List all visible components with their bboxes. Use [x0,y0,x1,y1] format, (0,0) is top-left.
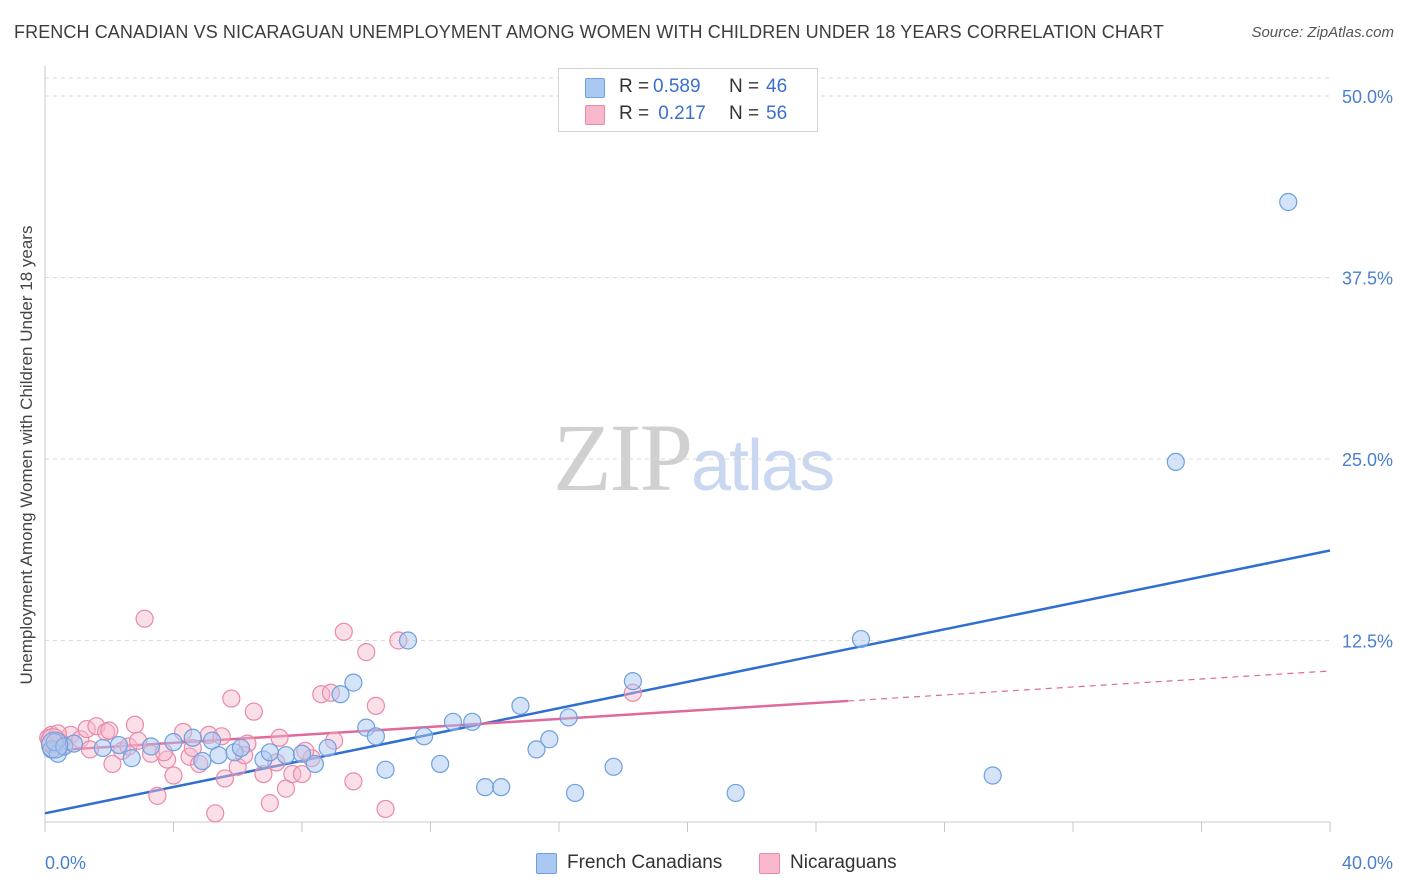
legend-n-value: 46 [766,76,788,97]
y-tick-label: 50.0% [1342,87,1393,107]
nicaraguan-point [148,786,167,805]
nicaraguan-point [103,754,122,774]
french-point [109,735,128,755]
nicaraguan-point [283,764,302,784]
french-point [344,673,363,692]
french-point [141,737,161,756]
nicaraguan-point [206,804,225,823]
legend-n-value: 56 [766,103,788,124]
french-point [527,740,546,759]
nicaraguan-point [222,689,241,708]
nicaraguan-point [215,769,234,788]
legend-r-label: R = [619,76,650,97]
nicaraguan-point [260,794,279,813]
series-swatch-french [536,853,557,874]
legend-n-label: N = [729,76,760,97]
french-point [983,766,1002,785]
watermark-atlas: atlas [691,426,835,506]
french-point [122,749,141,768]
series-swatch-nicaraguan [759,853,780,874]
y-tick-label: 25.0% [1342,450,1393,470]
legend-n-label: N = [729,103,760,124]
french-point [164,733,183,752]
source-label: Source: ZipAtlas.com [1251,24,1394,41]
nicaraguan-point [334,622,353,641]
french-point [366,727,385,746]
series-legend-french-label: French Canadians [567,852,723,873]
french-point [565,783,585,803]
french-point [93,738,112,758]
nicaraguan-point [135,609,154,628]
legend-r-label: R = [619,103,650,124]
french-point [604,757,623,776]
french-point [851,629,871,649]
nicaraguan-point [357,643,376,662]
french-point [492,778,511,797]
french-point [398,631,418,650]
french-point [305,754,324,774]
y-tick-label: 37.5% [1342,269,1393,289]
legend-r-value: 0.217 [653,103,706,124]
legend-swatch-french [585,78,605,98]
french-point [511,696,530,715]
french-point [64,734,84,753]
french-point [292,744,312,763]
french-point [443,712,463,731]
watermark-zip: ZIP [553,404,693,511]
watermark: ZIPatlas [553,402,835,513]
french-point [276,746,296,765]
french-point [414,727,434,746]
french-point [231,738,251,758]
nicaraguan-trend-extension [848,670,1331,702]
french-point [431,754,450,774]
nicaraguan-point [376,799,395,819]
x-tick-label: 40.0% [1342,853,1393,873]
french-point [41,731,69,759]
nicaraguan-point [244,702,263,721]
french-point [183,728,202,747]
french-point [193,751,212,771]
nicaraguan-point [164,766,183,785]
french-point [1279,192,1298,212]
series-legend-nicaraguan-label: Nicaraguans [790,852,897,873]
nicaraguan-point [100,721,119,740]
french-point [331,685,350,704]
nicaraguan-point [344,772,363,791]
nicaraguan-point [292,764,312,784]
french-points [41,192,1298,803]
tick-labels: 12.5% 25.0% 37.5% 50.0% 0.0% 40.0% [45,87,1393,873]
nicaraguan-points [39,609,642,823]
x-tick-label: 0.0% [45,853,86,873]
legend-r-value: 0.589 [653,76,701,97]
nicaraguan-point [366,696,385,715]
y-tick-label: 12.5% [1342,632,1393,652]
legend-swatch-nicaraguan [585,105,605,125]
legend: R = 0.589 N = 46 R = 0.217 N = 56 [558,68,818,132]
axes [44,66,1331,832]
french-point [476,778,495,797]
french-point [1166,452,1185,472]
nicaraguan-point [125,715,145,734]
nicaraguan-point [312,685,331,704]
french-point [209,746,228,765]
french-trend-line [44,549,1331,815]
french-point [376,760,395,779]
french-point [260,743,279,762]
french-point [559,708,578,727]
french-point [726,783,745,803]
french-point [623,672,642,691]
french-point [318,738,337,758]
grid-lines [45,77,1330,641]
nicaraguan-point [270,728,289,747]
french-point [463,712,482,731]
chart-title: FRENCH CANADIAN VS NICARAGUAN UNEMPLOYME… [14,22,1164,42]
french-point [540,730,559,749]
